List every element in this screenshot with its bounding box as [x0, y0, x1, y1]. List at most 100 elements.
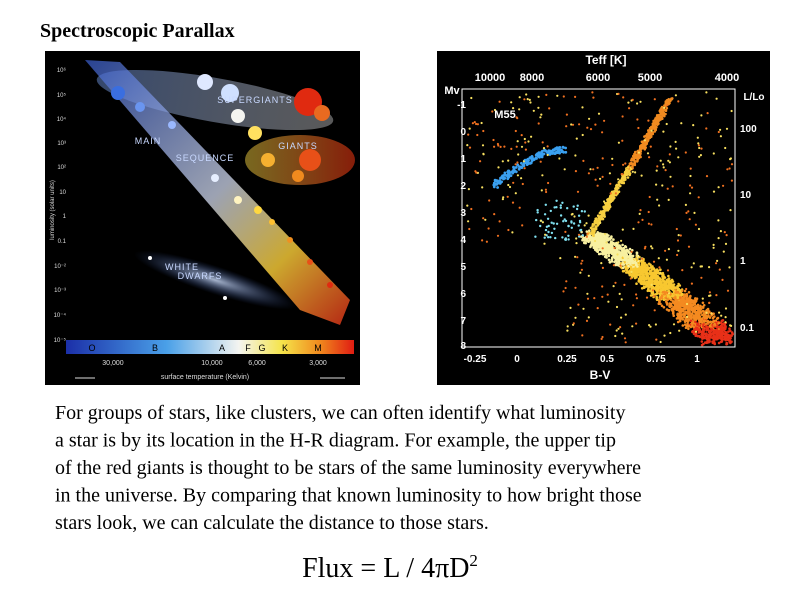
- star-dot: [725, 234, 728, 237]
- star-dot: [659, 302, 662, 306]
- star-dot: [507, 159, 510, 162]
- star-dot: [658, 300, 661, 303]
- region-label: SEQUENCE: [176, 153, 235, 163]
- star-dot: [694, 314, 698, 317]
- star-dot: [609, 251, 613, 254]
- star-dot: [703, 336, 706, 340]
- star-dot: [621, 250, 624, 254]
- star-dot: [701, 309, 705, 313]
- star-dot: [705, 324, 708, 328]
- star-dot: [600, 337, 603, 340]
- star-dot: [588, 117, 591, 120]
- star-dot: [721, 319, 725, 322]
- star-dot: [631, 170, 634, 173]
- star-dot: [712, 319, 716, 323]
- star: [314, 105, 330, 121]
- bottom-axis-label: B-V: [590, 368, 611, 382]
- star-dot: [637, 151, 641, 154]
- star-dot: [657, 277, 661, 280]
- star-dot: [669, 145, 672, 148]
- star-dot: [550, 231, 554, 235]
- star-dot: [614, 258, 618, 262]
- star-dot: [696, 136, 699, 139]
- star-dot: [674, 140, 677, 143]
- star-dot: [643, 142, 647, 145]
- star-dot: [481, 144, 485, 147]
- star-dot: [661, 184, 664, 187]
- star-dot: [529, 161, 533, 165]
- region-label: GIANTS: [278, 141, 318, 151]
- star-dot: [719, 230, 723, 233]
- star-dot: [479, 160, 482, 163]
- star-dot: [632, 304, 635, 307]
- star-dot: [510, 147, 513, 150]
- star-dot: [541, 174, 544, 177]
- star-dot: [536, 208, 539, 212]
- star-dot: [724, 242, 728, 245]
- star-dot: [689, 317, 693, 320]
- star-dot: [604, 252, 608, 255]
- star-dot: [545, 150, 549, 154]
- star-dot: [574, 255, 577, 258]
- star-dot: [653, 309, 656, 312]
- star-dot: [597, 239, 600, 242]
- y-tick-label: 0.1: [58, 239, 67, 245]
- star-dot: [651, 132, 655, 136]
- star-dot: [707, 322, 710, 325]
- star-dot: [659, 110, 662, 114]
- star-dot: [626, 176, 630, 179]
- star-dot: [713, 315, 716, 318]
- star: [234, 196, 242, 204]
- star-dot: [677, 234, 680, 237]
- star-dot: [712, 336, 715, 340]
- star-dot: [659, 284, 663, 288]
- left-tick-label: 2: [460, 181, 466, 192]
- star-dot: [697, 144, 701, 147]
- star-dot: [502, 176, 505, 180]
- star-dot: [476, 133, 479, 137]
- body-line: For groups of stars, like clusters, we c…: [55, 402, 625, 424]
- star-dot: [607, 258, 611, 262]
- star-dot: [529, 101, 532, 104]
- star-dot: [716, 317, 719, 320]
- star-dot: [525, 158, 529, 162]
- star-dot: [506, 177, 510, 181]
- star-dot: [690, 314, 693, 318]
- star-dot: [608, 172, 612, 175]
- star: [261, 153, 275, 167]
- star-dot: [484, 218, 487, 221]
- star-dot: [595, 220, 598, 224]
- left-tick-label: 5: [460, 262, 466, 273]
- star-dot: [633, 161, 637, 165]
- star-dot: [625, 262, 629, 265]
- star-dot: [678, 319, 682, 323]
- star-dot: [620, 239, 623, 242]
- star-dot: [534, 235, 537, 238]
- star-dot: [567, 234, 570, 237]
- star-dot: [623, 337, 627, 340]
- star-dot: [694, 223, 698, 226]
- star-dot: [672, 323, 676, 326]
- star-dot: [539, 116, 542, 119]
- star-dot: [622, 163, 625, 166]
- star-dot: [726, 338, 730, 342]
- star-dot: [596, 166, 599, 169]
- star-dot: [602, 237, 605, 241]
- star-dot: [466, 204, 469, 207]
- star-dot: [664, 249, 667, 252]
- star-dot: [712, 312, 715, 316]
- star-dot: [708, 291, 712, 294]
- star-dot: [592, 168, 595, 171]
- star-dot: [580, 230, 583, 234]
- star-dot: [646, 289, 650, 293]
- star-dot: [653, 122, 656, 126]
- star-dot: [564, 230, 567, 233]
- star-dot: [552, 222, 555, 225]
- star-dot: [508, 185, 512, 189]
- star-dot: [645, 268, 649, 272]
- star-dot: [634, 263, 638, 267]
- star-dot: [482, 129, 485, 133]
- star-dot: [627, 169, 631, 173]
- star-dot: [638, 212, 641, 215]
- star-dot: [516, 163, 520, 167]
